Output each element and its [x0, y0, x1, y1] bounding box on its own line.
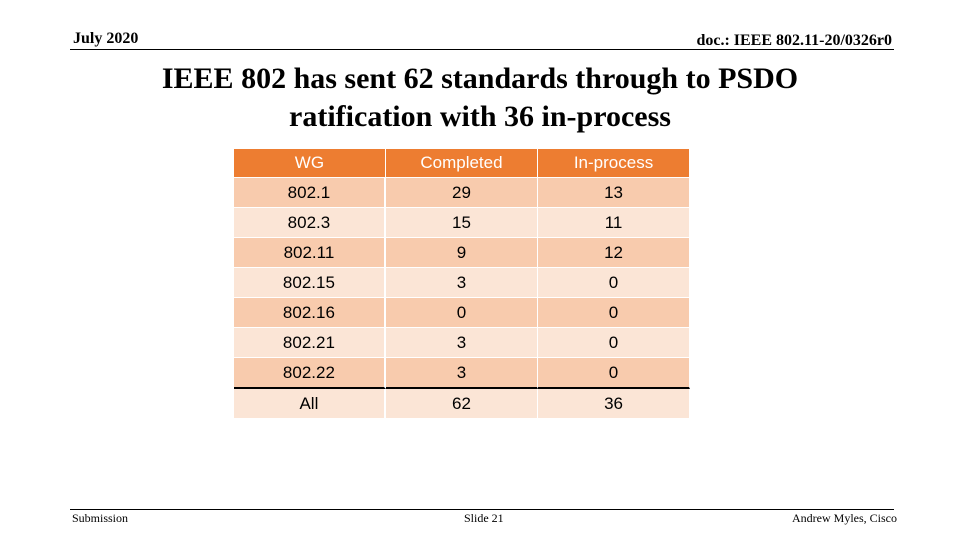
column-header-completed: Completed: [385, 149, 539, 178]
cell-wg: 802.11: [234, 238, 386, 268]
cell-completed: 0: [385, 298, 539, 328]
footer-slide-number: Slide 21: [464, 511, 504, 525]
cell-in-process: 0: [538, 298, 690, 328]
cell-wg: All: [234, 389, 386, 419]
cell-wg: 802.15: [234, 268, 386, 298]
cell-completed: 9: [385, 238, 539, 268]
cell-wg: 802.16: [234, 298, 386, 328]
cell-in-process: 36: [538, 389, 690, 419]
table-row: 802.1 29 13: [234, 178, 690, 208]
table-row: 802.15 3 0: [234, 268, 690, 298]
cell-in-process: 0: [538, 328, 690, 358]
header-date: July 2020: [73, 30, 139, 47]
slide-title: IEEE 802 has sent 62 standards through t…: [100, 60, 860, 136]
table-row: 802.22 3 0: [234, 358, 690, 389]
cell-wg: 802.21: [234, 328, 386, 358]
table-row: 802.21 3 0: [234, 328, 690, 358]
cell-completed: 3: [385, 358, 539, 389]
cell-completed: 29: [385, 178, 539, 208]
header-rule: [70, 49, 894, 50]
column-header-wg: WG: [234, 149, 386, 178]
cell-wg: 802.22: [234, 358, 386, 389]
cell-wg: 802.3: [234, 208, 386, 238]
cell-completed: 3: [385, 328, 539, 358]
cell-completed: 15: [385, 208, 539, 238]
slide-title-line-2: ratification with 36 in-process: [289, 100, 671, 133]
cell-in-process: 0: [538, 358, 690, 389]
column-header-in-process: In-process: [538, 149, 690, 178]
cell-in-process: 13: [538, 178, 690, 208]
cell-completed: 3: [385, 268, 539, 298]
slide-title-line-1: IEEE 802 has sent 62 standards through t…: [161, 62, 799, 95]
table-header-row: WG Completed In-process: [234, 149, 690, 178]
header-doc-id: doc.: IEEE 802.11-20/0326r0: [696, 32, 892, 49]
table-total-row: All 62 36: [234, 389, 690, 419]
cell-wg: 802.1: [234, 178, 386, 208]
table-row: 802.16 0 0: [234, 298, 690, 328]
cell-in-process: 12: [538, 238, 690, 268]
footer-submission: Submission: [72, 511, 129, 525]
table-row: 802.3 15 11: [234, 208, 690, 238]
cell-in-process: 0: [538, 268, 690, 298]
standards-table: WG Completed In-process 802.1 29 13 802.…: [234, 149, 690, 419]
footer-author: Andrew Myles, Cisco: [792, 511, 897, 525]
cell-completed: 62: [385, 389, 539, 419]
table-row: 802.11 9 12: [234, 238, 690, 268]
footer-rule: [70, 509, 894, 510]
cell-in-process: 11: [538, 208, 690, 238]
